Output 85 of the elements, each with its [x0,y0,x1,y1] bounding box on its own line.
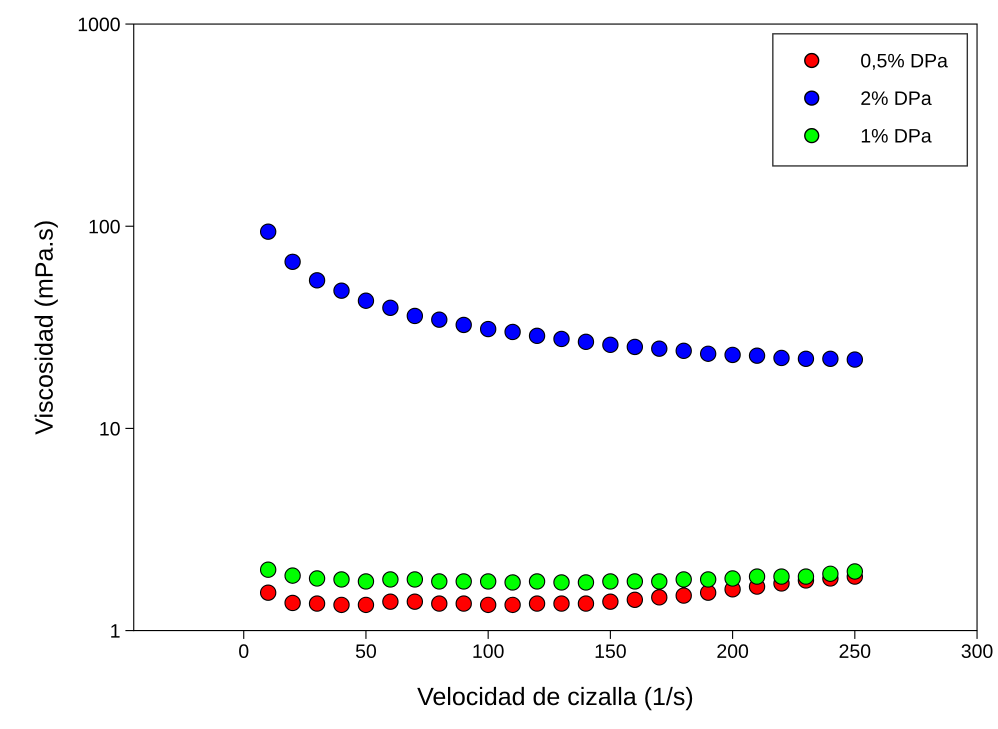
point [626,592,644,608]
point [406,593,424,610]
point [528,595,546,612]
point [748,347,766,364]
point [308,570,326,587]
point [651,573,668,590]
point [602,593,619,610]
point [382,571,399,588]
x-tick-label: 250 [840,644,870,658]
point [308,272,326,289]
point [480,320,496,338]
point [651,340,668,357]
point [528,328,546,344]
point [798,568,814,585]
point [846,563,864,580]
point [553,595,570,612]
point [798,350,814,367]
y-tick-label: 100 [90,220,120,234]
point [528,573,546,590]
point [480,573,496,590]
point [773,350,790,366]
x-tick-label: 150 [596,644,626,658]
point [700,571,716,588]
point [333,282,350,299]
point [284,567,301,584]
point [651,589,668,606]
point [431,595,448,612]
point [822,350,839,367]
point [578,595,594,612]
point [333,571,350,588]
y-tick-label: 1000 [78,18,120,32]
point [676,571,692,588]
legend-label: 0,5% DPa [861,54,948,70]
point [260,562,276,578]
point [553,330,570,348]
point [456,573,472,590]
x-tick-label: 200 [717,644,748,658]
y-axis-title: Viscosidad (mPa.s) [34,221,58,435]
y-tick-label: 10 [100,422,120,436]
point [724,570,741,587]
point [308,595,326,612]
point [382,300,399,316]
point [822,566,839,582]
x-tick-label: 300 [962,644,993,658]
point [553,574,570,591]
point [846,351,864,368]
point [504,574,521,591]
point [676,587,692,604]
point [431,573,448,590]
legend-label: 1% DPa [862,128,932,143]
point [700,584,716,601]
point [260,584,276,601]
point [358,596,374,614]
x-tick-label: 50 [356,644,376,658]
legend-label: 2% DPa [861,91,932,106]
point [456,316,472,334]
point [748,568,766,585]
point [456,595,472,612]
point [406,308,424,324]
point [602,336,619,354]
point [504,596,521,614]
point [260,223,276,240]
x-axis-title: Velocidad de cizalla (1/s) [417,686,692,710]
point [626,338,644,356]
x-tick-label: 100 [473,644,504,658]
point [578,334,594,350]
point [480,596,496,614]
point [724,346,741,364]
point [602,573,619,590]
point [382,593,399,610]
point [358,573,374,590]
point [358,292,374,309]
point [284,594,301,612]
point [578,574,594,591]
point [676,342,692,360]
point [700,346,716,362]
point [773,568,790,585]
point [626,573,644,590]
y-tick-label: 1 [111,624,120,638]
point [333,596,350,614]
x-tick-label: 0 [239,644,248,658]
point [406,571,424,588]
point [284,254,301,270]
point [431,311,448,328]
point [504,324,521,340]
